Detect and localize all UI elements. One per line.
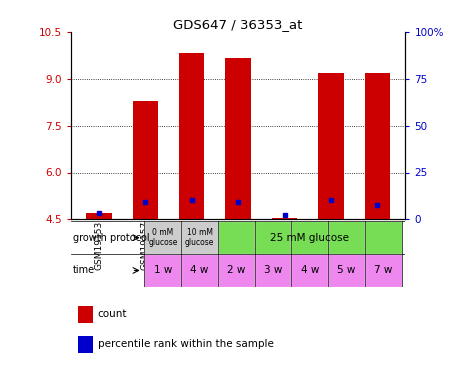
Bar xyxy=(365,73,390,219)
Bar xyxy=(78,336,93,352)
Text: 4 w: 4 w xyxy=(191,266,209,276)
Bar xyxy=(365,221,402,254)
Bar xyxy=(132,100,158,219)
Bar xyxy=(272,217,297,219)
Text: 5 w: 5 w xyxy=(338,266,356,276)
Bar xyxy=(318,73,344,219)
Text: count: count xyxy=(98,309,127,319)
Bar xyxy=(218,254,255,287)
Bar xyxy=(255,254,291,287)
Bar xyxy=(328,254,365,287)
Bar xyxy=(144,254,181,287)
Bar xyxy=(225,58,251,219)
Text: 0 mM
glucose: 0 mM glucose xyxy=(148,228,178,248)
Text: 25 mM glucose: 25 mM glucose xyxy=(270,232,349,243)
Title: GDS647 / 36353_at: GDS647 / 36353_at xyxy=(174,18,303,31)
Bar xyxy=(78,306,93,322)
Text: 2 w: 2 w xyxy=(227,266,245,276)
Text: 3 w: 3 w xyxy=(264,266,282,276)
Bar xyxy=(291,221,328,254)
Bar xyxy=(291,254,328,287)
Bar xyxy=(181,254,218,287)
Text: 7 w: 7 w xyxy=(374,266,393,276)
Text: time: time xyxy=(73,266,95,276)
Bar xyxy=(255,221,291,254)
Text: growth protocol: growth protocol xyxy=(73,232,149,243)
Bar xyxy=(365,254,402,287)
Bar xyxy=(179,53,204,219)
Text: 10 mM
glucose: 10 mM glucose xyxy=(185,228,214,248)
Bar xyxy=(86,213,112,219)
Text: 4 w: 4 w xyxy=(300,266,319,276)
Bar xyxy=(144,221,181,254)
Text: percentile rank within the sample: percentile rank within the sample xyxy=(98,339,273,349)
Text: 1 w: 1 w xyxy=(153,266,172,276)
Bar xyxy=(218,221,255,254)
Bar xyxy=(328,221,365,254)
Bar xyxy=(181,221,218,254)
